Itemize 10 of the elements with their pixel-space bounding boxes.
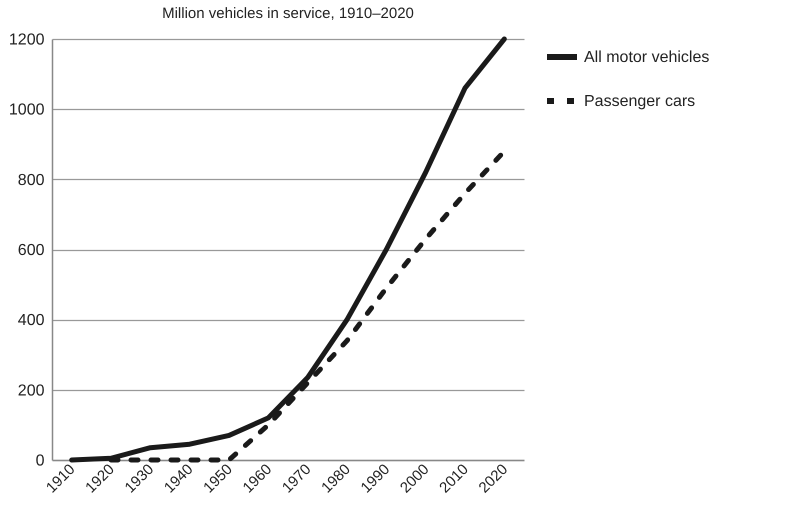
y-tick-label: 400: [18, 312, 45, 330]
legend-label: Passenger cars: [584, 93, 696, 110]
legend-label: All motor vehicles: [584, 49, 710, 66]
y-tick-label: 200: [18, 382, 45, 400]
y-tick-label: 0: [36, 452, 45, 470]
y-tick-label: 1000: [8, 102, 45, 119]
chart-title: Million vehicles in service, 1910–2020: [162, 5, 414, 22]
y-tick-label: 600: [18, 242, 45, 259]
y-tick-label: 1200: [8, 32, 45, 48]
y-tick-label: 800: [18, 172, 45, 189]
